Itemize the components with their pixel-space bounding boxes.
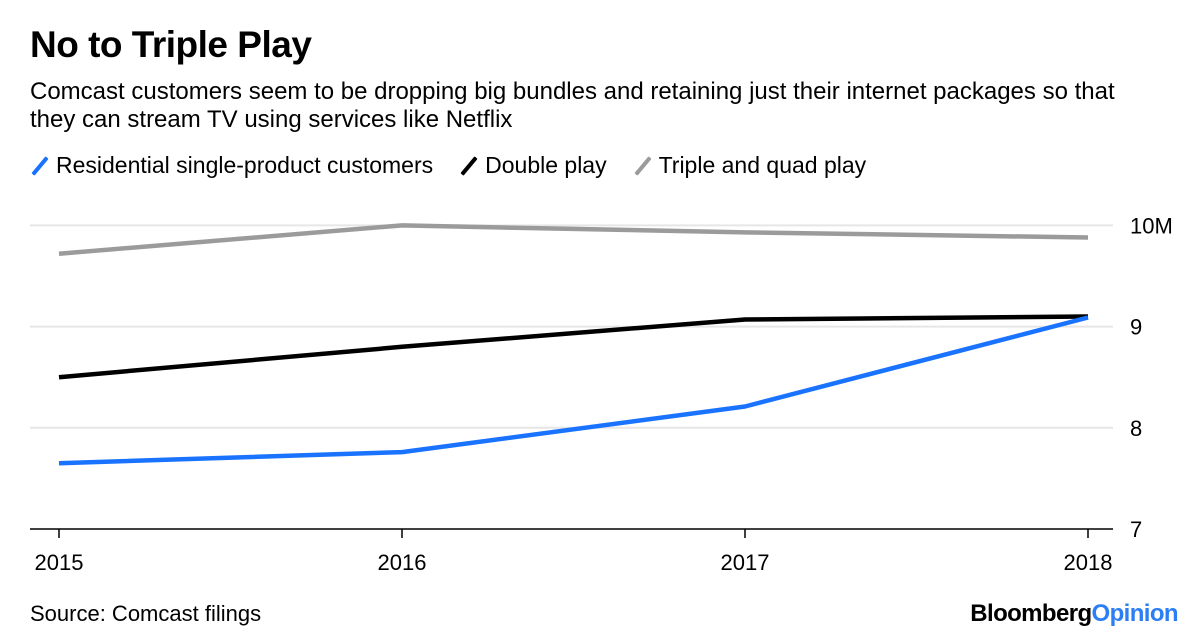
legend-item-double-play: Double play xyxy=(459,152,607,179)
chart-subtitle: Comcast customers seem to be dropping bi… xyxy=(30,78,1115,133)
legend-label-triple-quad: Triple and quad play xyxy=(658,152,867,178)
series-line-triple-and-quad-play xyxy=(58,223,1089,256)
y-tick-label-10M: 10M xyxy=(1130,213,1173,238)
chart-title: No to Triple Play xyxy=(30,24,312,65)
series-line-residential-single-product-customers xyxy=(58,315,1089,466)
series-lines xyxy=(58,223,1089,466)
y-tick-label-8: 8 xyxy=(1130,416,1142,441)
x-tick-label-2017: 2017 xyxy=(721,550,770,575)
legend-label-double-play: Double play xyxy=(485,152,607,178)
brand-logo: BloombergOpinion xyxy=(970,600,1178,628)
y-tick-label-7: 7 xyxy=(1130,517,1142,542)
y-tick-label-9: 9 xyxy=(1130,315,1142,340)
source-note: Source: Comcast filings xyxy=(30,601,262,626)
x-axis-labels: 2015 2016 2017 2018 xyxy=(35,550,1113,575)
x-tick-label-2016: 2016 xyxy=(378,550,427,575)
legend-label-single-product: Residential single-product customers xyxy=(56,152,434,178)
brand-part-opinion: Opinion xyxy=(1091,600,1179,627)
series-line-double-play xyxy=(58,314,1089,380)
legend-item-single-product: Residential single-product customers xyxy=(30,152,433,179)
legend-item-triple-quad: Triple and quad play xyxy=(633,152,867,179)
x-tick-label-2018: 2018 xyxy=(1064,550,1113,575)
x-tick-label-2015: 2015 xyxy=(35,550,84,575)
y-axis-labels: 7 8 9 10M xyxy=(1130,213,1173,542)
legend: Residential single-product customers Dou… xyxy=(30,152,892,179)
gridlines xyxy=(30,224,1113,429)
brand-part-bloomberg: Bloomberg xyxy=(970,600,1092,627)
x-axis xyxy=(30,528,1113,538)
